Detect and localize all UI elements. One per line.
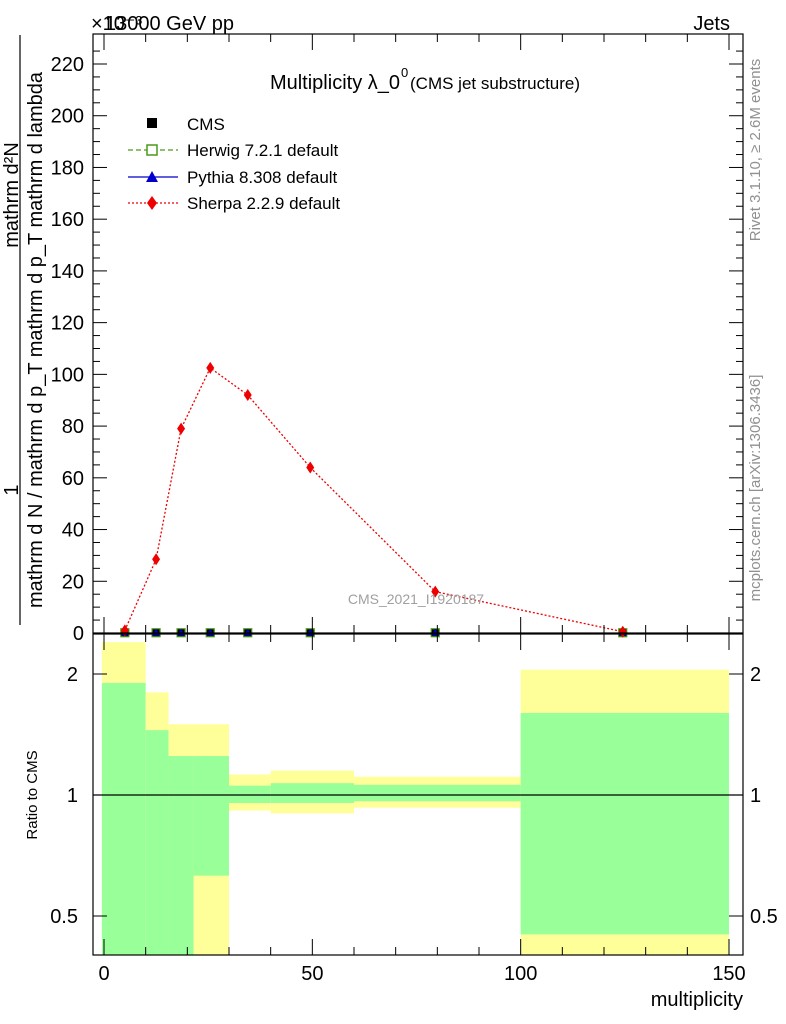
chart-title-superscript: 0 [401,65,408,80]
y-tick-label-ratio-0.5: 0.5 [50,906,78,928]
y-axis-label-denominator: mathrm d N / mathrm d p_T mathrm d p_T m… [25,71,47,608]
main-plot-frame [92,33,744,634]
ratio-band-green-2 [168,756,194,955]
sherpa-point-1 [152,553,161,566]
y-tick-label-top-0: 0 [73,623,84,645]
rivet-label: Rivet 3.1.10, ≥ 2.6M events [747,59,764,242]
ratio-band-green-6 [354,784,521,802]
legend: CMS Herwig 7.2.1 default Pythia 8.308 de… [128,115,340,213]
y-tick-label-top-160: 160 [51,209,84,231]
y-tick-label-top-180: 180 [51,157,84,179]
sherpa-point-7 [618,625,627,638]
x-tick-label-50: 50 [301,963,323,985]
legend-marker-pythia [146,171,158,182]
ratio-band-green-4 [229,785,271,804]
y-tick-label-ratio-right-2: 2 [750,664,761,686]
x-tick-label-100: 100 [504,963,537,985]
y-axis-label-numerator: 1 [1,484,23,495]
y-tick-label-ratio-right-1: 1 [750,785,761,807]
legend-label-cms: CMS [187,115,225,134]
y-tick-label-top-40: 40 [62,520,84,542]
x-tick-label-150: 150 [712,963,745,985]
chart-title: Multiplicity λ_0 [270,72,400,94]
y-tick-label-ratio-1: 1 [67,785,78,807]
y-tick-label-top-220: 220 [51,54,84,76]
ratio-band-green-3 [193,756,229,876]
legend-label-herwig: Herwig 7.2.1 default [187,141,338,160]
mcplots-label: mcplots.cern.ch [arXiv:1306.3436] [747,375,764,602]
y-tick-label-top-100: 100 [51,364,84,386]
y-tick-label-top-140: 140 [51,261,84,283]
sherpa-series-line [124,366,623,633]
legend-label-sherpa: Sherpa 2.2.9 default [187,194,340,213]
sherpa-point-5 [306,461,315,474]
ratio-band-green-7 [520,712,729,935]
sherpa-point-2 [177,422,186,435]
ratio-band-green-1 [145,730,169,955]
y-tick-label-top-120: 120 [51,313,84,335]
sherpa-point-3 [206,361,215,374]
legend-label-pythia: Pythia 8.308 default [187,168,338,187]
chart-subtitle: (CMS jet substructure) [410,74,580,93]
sherpa-point-4 [243,389,252,402]
x-tick-label-0: 0 [98,963,109,985]
beam-label: 13000 GeV pp [105,13,234,35]
ratio-band-green-5 [270,783,354,804]
legend-marker-herwig [146,144,158,156]
x-axis-label: multiplicity [651,989,743,1011]
y-tick-label-top-200: 200 [51,106,84,128]
process-label: Jets [693,13,730,35]
analysis-watermark: CMS_2021_I1920187 [348,591,484,607]
sherpa-point-6 [431,585,440,598]
y-tick-label-top-80: 80 [62,416,84,438]
y-tick-label-ratio-2: 2 [67,664,78,686]
ratio-axis-label: Ratio to CMS [24,750,41,839]
y-tick-label-ratio-right-0.5: 0.5 [750,906,778,928]
legend-marker-sherpa [147,196,157,210]
y-tick-label-top-20: 20 [62,571,84,593]
y-axis-label-inner: mathrm d²N [1,142,23,248]
sherpa-line [124,366,623,633]
legend-marker-cms [147,118,157,128]
exponent-label: ×10⁻³ [91,13,142,35]
ratio-bands [101,642,729,955]
ratio-band-green-0 [101,682,146,955]
y-tick-label-top-60: 60 [62,468,84,490]
